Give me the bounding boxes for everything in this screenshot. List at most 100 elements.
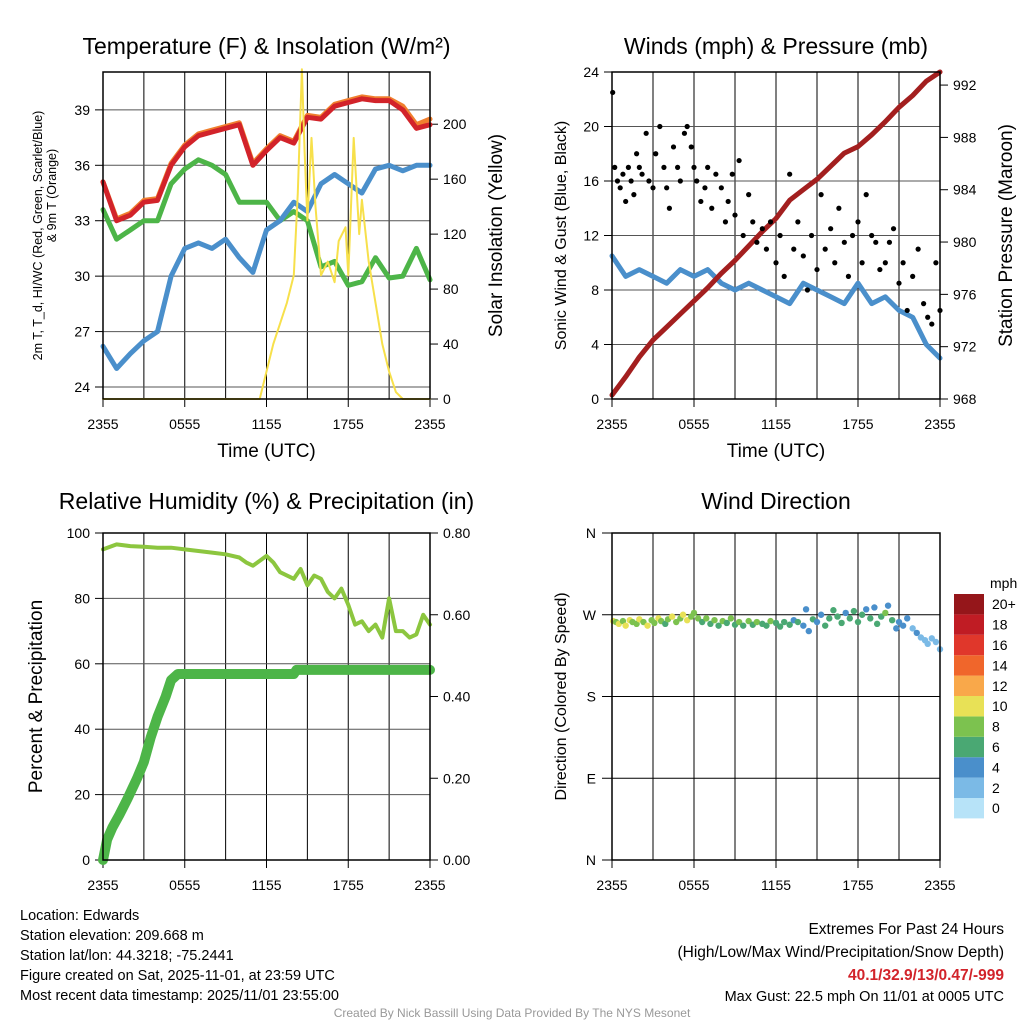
- y-axis-label: Sonic Wind & Gust (Blue, Black): [553, 121, 570, 350]
- x-tick-label: 1755: [333, 416, 364, 432]
- direction-point: [878, 613, 885, 620]
- direction-point: [904, 615, 911, 622]
- direction-point: [668, 613, 676, 620]
- x-tick-label: 1755: [842, 877, 873, 893]
- extremes-info: Extremes For Past 24 Hours (High/Low/Max…: [678, 918, 1005, 1007]
- gust-point: [643, 130, 649, 136]
- y-tick-label: 100: [67, 525, 91, 541]
- gust-point: [681, 130, 688, 136]
- direction-point: [895, 618, 903, 626]
- station-info: Location: Edwards Station elevation: 209…: [20, 906, 339, 1006]
- y2-tick-label: 0.80: [443, 525, 470, 541]
- gust-point: [877, 266, 883, 273]
- y2-tick-label: 0: [443, 391, 451, 407]
- gust-point: [832, 260, 838, 266]
- location-text: Location: Edwards: [20, 908, 140, 924]
- plot-area: [98, 542, 435, 865]
- gust-point: [781, 273, 787, 279]
- direction-point: [711, 617, 718, 624]
- direction-point: [683, 617, 691, 624]
- colorbar-swatch: [954, 594, 984, 615]
- gust-point: [855, 219, 861, 225]
- gust-point: [634, 151, 640, 157]
- gust-point: [763, 246, 770, 252]
- y-tick-label: S: [587, 689, 596, 705]
- colorbar-swatch: [954, 736, 984, 758]
- y-tick-label: 24: [74, 379, 90, 395]
- gust-point: [670, 144, 677, 150]
- direction-point: [899, 622, 907, 629]
- y-axis-label: Percent & Precipitation: [26, 600, 47, 793]
- colorbar-swatch: [954, 634, 984, 656]
- gust-point: [732, 212, 738, 218]
- direction-point: [871, 604, 878, 611]
- direction-point: [924, 640, 931, 648]
- x-axis-label: Time (UTC): [727, 441, 826, 462]
- gust-point: [691, 164, 697, 170]
- y-axis-label: 2m T, T_d, HI/WC (Red, Green, Scarlet/Bl…: [31, 111, 45, 361]
- plot-frame: [102, 532, 431, 861]
- direction-point: [690, 609, 698, 617]
- gust-point: [718, 185, 724, 191]
- y2-tick-label: 992: [953, 77, 977, 93]
- direction-point: [763, 622, 770, 629]
- direction-point: [884, 602, 892, 609]
- y2-tick-label: 968: [953, 391, 977, 407]
- gust-point: [614, 178, 621, 184]
- gust-point: [750, 219, 756, 225]
- gust-point: [800, 253, 806, 259]
- direction-point: [651, 619, 658, 627]
- chart-title: Temperature (F) & Insolation (W/m²): [82, 33, 450, 59]
- direction-point: [909, 625, 916, 632]
- gust-point: [925, 314, 931, 320]
- direction-point: [735, 618, 743, 626]
- direction-point: [622, 622, 629, 629]
- colorbar-label: 2: [992, 780, 1000, 796]
- colorbar-swatch: [954, 777, 984, 798]
- y-tick-label: 20: [583, 119, 599, 135]
- gust-point: [617, 185, 623, 191]
- gust-point: [929, 321, 935, 327]
- direction-point: [846, 615, 853, 622]
- y-tick-label: N: [586, 852, 596, 868]
- credit-text: Created By Nick Bassill Using Data Provi…: [333, 1006, 691, 1020]
- gust-point: [754, 239, 760, 245]
- elevation-text: Station elevation: 209.668 m: [20, 928, 204, 944]
- chart-title: Wind Direction: [701, 488, 851, 514]
- gust-point: [859, 260, 865, 266]
- colorbar-label: 14: [992, 657, 1008, 673]
- gust-point: [725, 198, 731, 205]
- extremes-values: 40.1/32.9/13/0.47/-999: [848, 967, 1004, 984]
- series-line-station-pressure: [609, 69, 943, 398]
- gust-point: [818, 192, 824, 198]
- direction-point: [928, 635, 935, 642]
- y2-axis-label: Station Pressure (Maroon): [996, 124, 1017, 347]
- panel-2: Winds (mph) & Pressure (mb) 0 4 8 12 16 20 24 96…: [553, 33, 1017, 462]
- series-line-sonic-wind: [609, 253, 943, 361]
- series-line-solar-insolation: [102, 68, 431, 400]
- gust-point: [882, 260, 888, 266]
- x-tick-label: 0555: [678, 877, 709, 893]
- y2-tick-label: 0.40: [443, 689, 470, 705]
- y-tick-label: 8: [591, 282, 599, 298]
- gust-point: [773, 260, 779, 266]
- y-tick-label: E: [587, 770, 596, 786]
- y-tick-label: 20: [74, 787, 90, 803]
- y2-tick-label: 40: [443, 336, 459, 352]
- x-tick-label: 2355: [596, 877, 627, 893]
- extremes-title: Extremes For Past 24 Hours: [808, 921, 1004, 938]
- direction-point: [699, 618, 706, 626]
- direction-point: [850, 607, 858, 615]
- x-tick-label: 2355: [414, 416, 445, 432]
- direction-point: [805, 627, 812, 635]
- direction-point: [830, 607, 837, 614]
- direction-point: [834, 613, 841, 620]
- y-tick-label: 0: [82, 852, 90, 868]
- x-tick-label: 1155: [251, 877, 281, 893]
- y-tick-label: 16: [583, 173, 599, 189]
- y-axis-label: Direction (Colored By Speed): [553, 592, 570, 800]
- panel-1: Temperature (F) & Insolation (W/m²) 24 27 3…: [31, 33, 507, 462]
- gust-point: [915, 246, 921, 252]
- gust-point: [694, 178, 700, 184]
